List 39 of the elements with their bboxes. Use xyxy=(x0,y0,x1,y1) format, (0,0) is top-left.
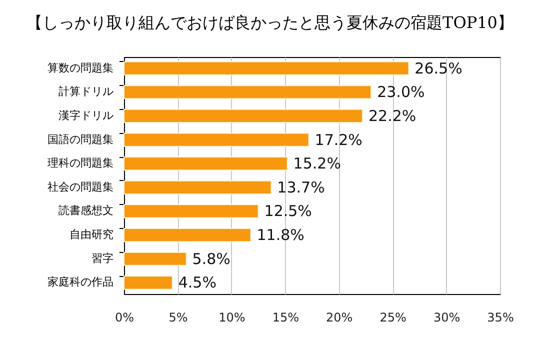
bar xyxy=(124,276,173,290)
y-tick-label: 社会の問題集 xyxy=(48,180,114,194)
bar xyxy=(124,61,410,76)
x-tick-label: 25% xyxy=(380,310,406,324)
bar xyxy=(124,132,310,147)
y-tick-label: 自由研究 xyxy=(70,228,114,242)
bar xyxy=(124,156,288,171)
x-tick-label: 30% xyxy=(433,310,460,324)
bar xyxy=(124,108,363,124)
data-label: 4.5% xyxy=(178,274,216,292)
x-tick-label: 0% xyxy=(114,310,134,324)
chart-title: 【しっかり取り組んでおけば良かったと思う夏休みの宿題TOP10】 xyxy=(26,13,514,32)
y-tick-label: 漢字ドリル xyxy=(58,108,114,122)
bar xyxy=(124,204,259,218)
data-label: 11.8% xyxy=(256,226,304,244)
x-tick-label: 20% xyxy=(326,310,353,324)
data-label: 17.2% xyxy=(314,130,362,149)
x-tick-label: 5% xyxy=(168,310,188,324)
data-label: 26.5% xyxy=(414,59,462,78)
bar xyxy=(124,252,187,266)
y-tick-label: 算数の問題集 xyxy=(48,61,114,74)
bar xyxy=(124,85,372,100)
data-label: 22.2% xyxy=(368,106,416,125)
data-label: 12.5% xyxy=(264,202,312,220)
y-tick-label: 家庭科の作品 xyxy=(48,276,114,289)
bar xyxy=(124,180,272,194)
data-label: 13.7% xyxy=(277,178,325,196)
data-label: 5.8% xyxy=(192,250,230,268)
data-label: 15.2% xyxy=(293,154,341,173)
y-tick-label: 国語の問題集 xyxy=(48,132,114,146)
data-label: 23.0% xyxy=(377,83,425,102)
y-tick-label: 習字 xyxy=(92,252,114,265)
x-tick-label: 35% xyxy=(487,310,514,324)
x-tick-label: 15% xyxy=(272,310,299,324)
x-tick-label: 10% xyxy=(218,310,246,324)
y-tick-label: 計算ドリル xyxy=(58,85,114,98)
y-tick-label: 読書感想文 xyxy=(58,204,114,218)
bar xyxy=(124,228,252,242)
y-tick-label: 理科の問題集 xyxy=(48,156,114,170)
